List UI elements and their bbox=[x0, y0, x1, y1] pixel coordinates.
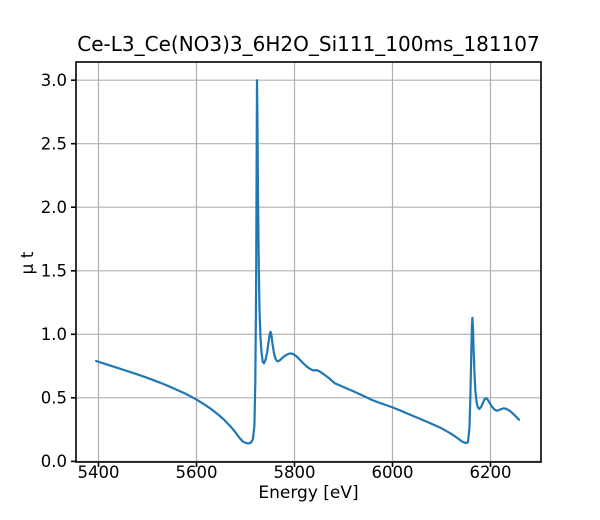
axes-border bbox=[75, 61, 542, 463]
x-tick-label: 6000 bbox=[372, 463, 414, 482]
y-tick-label: 3.0 bbox=[41, 71, 67, 90]
y-tick-label: 2.5 bbox=[41, 134, 67, 153]
y-tick-label: 2.0 bbox=[41, 198, 67, 217]
y-tick-label: 0.0 bbox=[41, 452, 67, 471]
x-tick-label: 5400 bbox=[78, 463, 120, 482]
y-tick-label: 0.5 bbox=[41, 389, 67, 408]
y-axis-label: μ t bbox=[18, 251, 38, 275]
x-tick-label: 5800 bbox=[274, 463, 316, 482]
y-tick-label: 1.0 bbox=[41, 325, 67, 344]
y-tick-label: 1.5 bbox=[41, 262, 67, 281]
chart-title: Ce-L3_Ce(NO3)3_6H2O_Si111_100ms_181107 bbox=[77, 32, 540, 56]
x-tick-label: 5600 bbox=[176, 463, 218, 482]
spectrum-line bbox=[95, 79, 521, 445]
x-tick-label: 6200 bbox=[470, 463, 512, 482]
x-axis-label: Energy [eV] bbox=[258, 483, 359, 503]
